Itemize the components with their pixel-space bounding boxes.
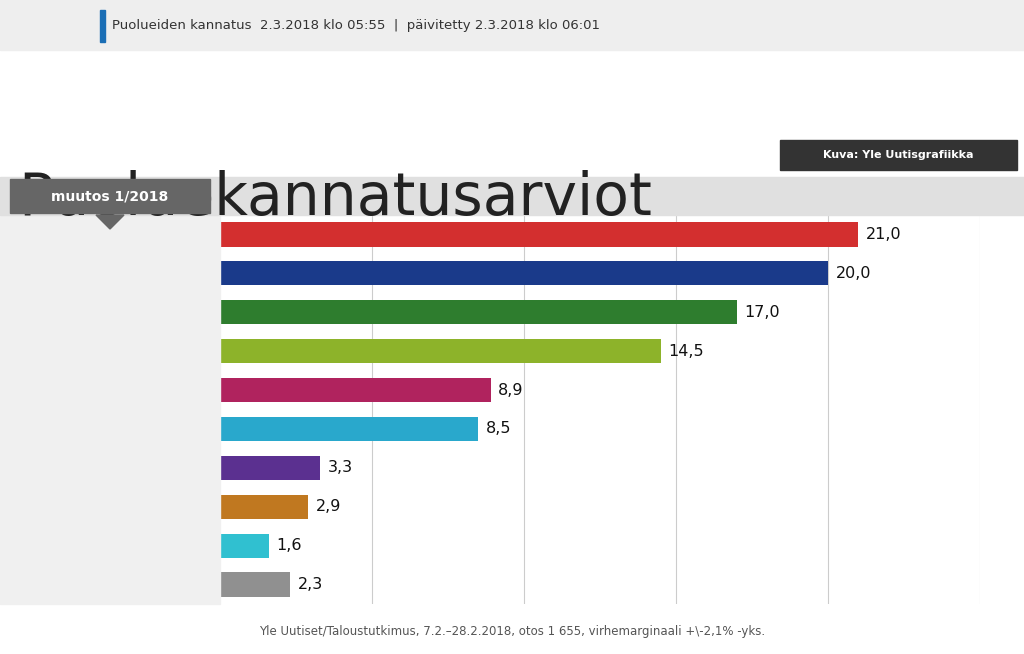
Text: +0,5: +0,5	[137, 342, 180, 360]
Bar	[110, 422, 128, 436]
Text: ±0,0: ±0,0	[137, 537, 180, 555]
Text: ▲: ▲	[116, 580, 122, 589]
Bar	[220, 378, 490, 402]
Bar	[220, 300, 737, 324]
Text: VIHR: VIHR	[54, 342, 100, 360]
Text: ▲: ▲	[116, 347, 122, 356]
Text: Puolueiden kannatus  2.3.2018 klo 05:55  |  päivitetty 2.3.2018 klo 06:01: Puolueiden kannatus 2.3.2018 klo 05:55 |…	[112, 20, 600, 33]
Bar	[110, 500, 128, 514]
Text: PS: PS	[76, 420, 100, 438]
Bar	[0, 177, 1024, 215]
Text: 17,0: 17,0	[744, 305, 780, 320]
Bar	[110, 344, 128, 358]
Text: +0,3: +0,3	[137, 576, 180, 594]
Text: 8,9: 8,9	[498, 383, 523, 398]
Text: +0,1: +0,1	[137, 459, 180, 477]
Bar	[220, 222, 858, 247]
Bar	[0, 215, 220, 604]
Bar	[220, 572, 290, 596]
Text: VAS: VAS	[63, 381, 100, 399]
Text: -0,4: -0,4	[137, 303, 173, 321]
Text: SDP: SDP	[62, 226, 100, 243]
Bar	[110, 227, 128, 242]
Text: -1,1: -1,1	[137, 420, 173, 438]
Bar	[110, 460, 128, 475]
Text: 2,9: 2,9	[315, 499, 341, 514]
Bar	[220, 534, 268, 558]
Bar	[10, 179, 210, 213]
Text: 2,3: 2,3	[298, 577, 323, 592]
Text: ▼: ▼	[116, 269, 122, 278]
Text: ▲: ▲	[116, 463, 122, 472]
Text: 14,5: 14,5	[669, 343, 705, 358]
Text: -0,8: -0,8	[137, 264, 173, 283]
Bar	[110, 305, 128, 320]
Bar	[220, 456, 321, 480]
Text: 1,6: 1,6	[276, 538, 302, 553]
Text: ▼: ▼	[116, 424, 122, 434]
Bar	[100, 10, 105, 42]
Text: KOK: KOK	[60, 264, 100, 283]
Bar	[110, 383, 128, 398]
Bar	[0, 0, 1024, 50]
Bar	[780, 140, 1017, 170]
Text: 20,0: 20,0	[836, 266, 871, 281]
Bar	[220, 262, 828, 285]
Bar	[110, 577, 128, 592]
Text: ▲: ▲	[116, 230, 122, 239]
Text: ▲: ▲	[116, 386, 122, 394]
Polygon shape	[96, 215, 124, 229]
Bar	[220, 339, 660, 363]
Text: KESK: KESK	[51, 303, 100, 321]
Text: muutos 1/2018: muutos 1/2018	[51, 189, 169, 203]
Bar	[110, 266, 128, 281]
Bar	[220, 417, 478, 441]
Text: -1,7: -1,7	[137, 498, 173, 516]
Text: Puoluekannatusarviot: Puoluekannatusarviot	[18, 170, 652, 227]
Text: ▼: ▼	[116, 308, 122, 317]
Text: 3,3: 3,3	[328, 460, 353, 475]
Text: Kuva: Yle Uutisgrafiikka: Kuva: Yle Uutisgrafiikka	[823, 150, 974, 160]
Text: +2,3: +2,3	[137, 226, 180, 243]
Text: KD: KD	[74, 459, 100, 477]
Text: Yle Uutiset/Taloustutkimus, 7.2.–28.2.2018, otos 1 655, virhemarginaali +\-2,1% : Yle Uutiset/Taloustutkimus, 7.2.–28.2.20…	[259, 625, 765, 638]
Text: MUUT: MUUT	[45, 576, 100, 594]
Bar	[220, 494, 308, 519]
Text: +0,8: +0,8	[137, 381, 180, 399]
Text: SIN: SIN	[68, 537, 100, 555]
Text: 21,0: 21,0	[866, 227, 901, 242]
Text: ▼: ▼	[116, 502, 122, 511]
Text: 8,5: 8,5	[486, 421, 512, 436]
Text: RKP: RKP	[62, 498, 100, 516]
